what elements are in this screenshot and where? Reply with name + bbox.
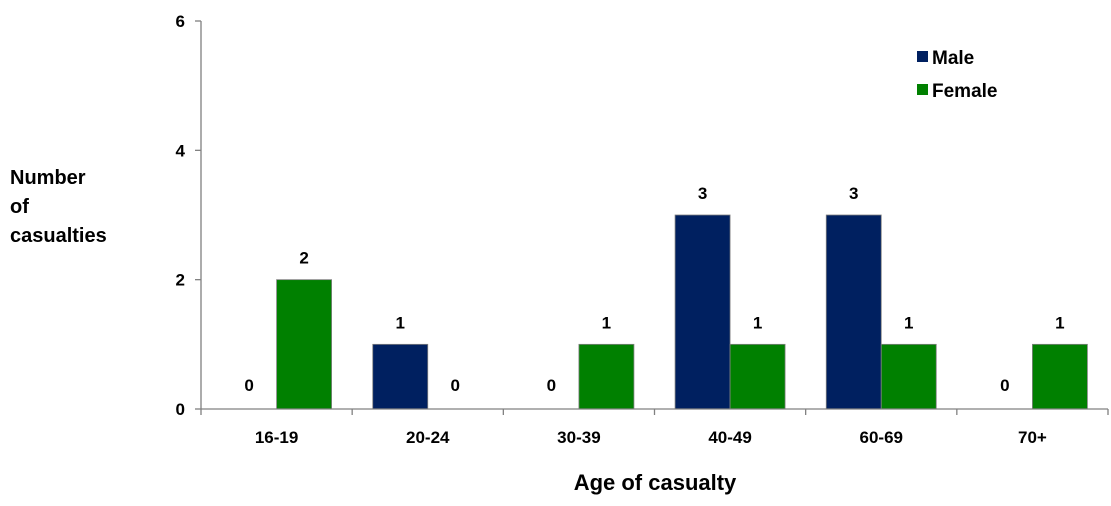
legend: Male Female — [917, 48, 997, 102]
bar-female-16-19 — [276, 279, 332, 410]
legend-swatch-female — [917, 84, 928, 95]
data-label-male-40-49: 3 — [698, 184, 707, 203]
y-tick-label: 6 — [176, 12, 185, 31]
x-tick-label: 40-49 — [708, 428, 751, 447]
data-label-female-30-39: 1 — [602, 313, 611, 332]
y-tick-label: 2 — [176, 271, 185, 290]
x-tick-label: 30-39 — [557, 428, 600, 447]
legend-label-male: Male — [932, 48, 974, 69]
data-labels: 0 2 1 0 0 1 3 1 3 1 0 1 — [244, 184, 1064, 395]
x-tick-label: 70+ — [1018, 428, 1047, 447]
x-ticks: 16-19 20-24 30-39 40-49 60-69 70+ — [200, 409, 1109, 447]
data-label-female-20-24: 0 — [451, 376, 460, 395]
x-tick-label: 16-19 — [255, 428, 298, 447]
x-tick-label: 60-69 — [860, 428, 903, 447]
bar-female-60-69 — [880, 343, 937, 410]
bar-male-40-49 — [674, 214, 731, 410]
bars-layer — [276, 214, 1088, 410]
data-label-female-70+: 1 — [1055, 313, 1064, 332]
legend-swatch-male — [917, 51, 928, 62]
y-axis-title-line-2: of — [10, 196, 29, 218]
data-label-female-40-49: 1 — [753, 313, 762, 332]
y-tick-label: 4 — [176, 141, 186, 160]
y-tick-label: 0 — [176, 400, 185, 419]
data-label-male-16-19: 0 — [244, 376, 253, 395]
data-label-female-16-19: 2 — [299, 249, 308, 268]
bar-male-20-24 — [372, 343, 429, 410]
data-label-male-60-69: 3 — [849, 184, 858, 203]
data-label-male-30-39: 0 — [547, 376, 556, 395]
bar-male-60-69 — [825, 214, 882, 410]
y-axis-title-line-3: casualties — [10, 225, 107, 247]
data-label-male-70+: 0 — [1000, 376, 1009, 395]
x-tick-label: 20-24 — [406, 428, 450, 447]
y-ticks: 0 2 4 6 — [176, 12, 201, 419]
legend-label-female: Female — [932, 81, 997, 102]
data-label-male-20-24: 1 — [396, 313, 405, 332]
bar-female-40-49 — [729, 343, 786, 410]
data-label-female-60-69: 1 — [904, 313, 913, 332]
bar-female-30-39 — [578, 343, 635, 410]
y-axis-title-line-1: Number — [10, 167, 86, 189]
x-axis-title: Age of casualty — [574, 470, 737, 495]
bar-female-70+ — [1032, 343, 1088, 410]
